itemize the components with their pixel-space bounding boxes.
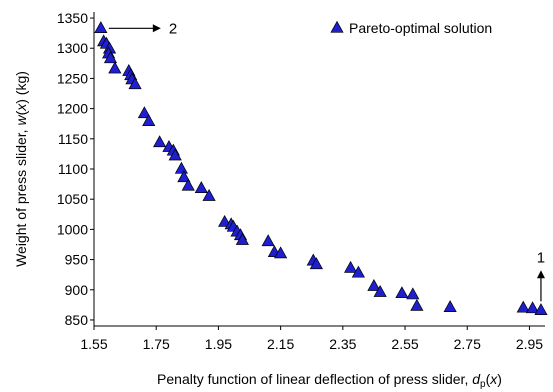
y-axis-ticks: 850 900 950 1000 1050 1100 1150 1200 1250 1300 135…: [57, 10, 94, 328]
data-point: [351, 265, 365, 278]
y-axis-title: Weight of press slider, w(x) (kg): [13, 71, 29, 267]
legend-marker-triangle: [330, 20, 344, 33]
y-tick-label: 950: [65, 252, 89, 268]
data-point: [128, 77, 142, 90]
x-tick-label: 1.55: [80, 336, 107, 352]
data-point: [309, 257, 323, 270]
x-tick-label: 2.35: [329, 336, 356, 352]
data-point: [94, 21, 108, 33]
annotation-label: 2: [169, 20, 177, 37]
y-axis-title-close: ) (kg): [13, 71, 29, 104]
x-axis-title-sub: p: [480, 379, 486, 390]
data-point: [142, 114, 156, 126]
data-point: [443, 300, 457, 312]
x-tick-label: 2.55: [391, 336, 418, 352]
y-tick-label: 850: [65, 312, 89, 328]
data-point: [373, 284, 387, 297]
x-tick-label: 2.15: [267, 336, 294, 352]
y-axis-title-var: w: [13, 115, 29, 126]
x-axis-title: Penalty function of linear deflection of…: [157, 371, 502, 390]
legend-label: Pareto-optimal solution: [349, 20, 492, 36]
y-tick-label: 900: [65, 282, 89, 298]
x-axis-title-var: d: [472, 371, 481, 387]
data-points: [94, 21, 548, 315]
y-tick-label: 1250: [57, 70, 88, 86]
data-point: [344, 260, 358, 273]
data-point: [103, 51, 118, 64]
data-point: [194, 181, 208, 193]
data-point: [395, 286, 409, 299]
y-tick-label: 1350: [57, 10, 88, 26]
x-axis-title-close: ): [497, 371, 502, 387]
data-point: [153, 135, 167, 148]
data-point: [235, 233, 249, 245]
x-tick-label: 2.95: [516, 336, 543, 352]
x-tick-label: 2.75: [454, 336, 481, 352]
data-point: [181, 178, 195, 191]
data-point: [534, 303, 548, 315]
data-point: [168, 148, 182, 161]
annotations: 21: [108, 20, 545, 302]
data-point: [406, 287, 420, 300]
y-tick-label: 1300: [57, 40, 88, 56]
data-point: [108, 61, 122, 74]
x-axis-title-open: (: [486, 371, 491, 387]
annotation-arrow-head: [152, 24, 161, 33]
data-point: [137, 106, 151, 119]
x-tick-label: 1.75: [143, 336, 170, 352]
annotation-label: 1: [537, 249, 545, 266]
y-tick-label: 1200: [57, 101, 88, 117]
x-axis-ticks: 1.55 1.75 1.95 2.15 2.35 2.55 2.75 2.95: [80, 326, 543, 352]
data-point: [516, 300, 530, 313]
y-axis-title-arg: x: [13, 103, 29, 112]
y-tick-label: 1150: [58, 131, 88, 147]
y-tick-label: 1050: [57, 191, 88, 207]
data-point: [525, 301, 540, 314]
data-point: [177, 170, 191, 183]
data-point: [274, 246, 288, 259]
data-point: [410, 298, 424, 311]
y-axis-title-open: (: [13, 110, 29, 115]
annotation-arrow-head: [536, 270, 545, 279]
data-point: [174, 161, 188, 174]
legend: Pareto-optimal solution: [330, 20, 492, 36]
x-tick-label: 1.95: [205, 336, 232, 352]
data-point: [261, 234, 275, 247]
y-tick-label: 1100: [58, 161, 88, 177]
x-axis-title-arg: x: [489, 371, 498, 387]
y-tick-label: 1000: [57, 221, 88, 237]
y-axis-title-prefix: Weight of press slider,: [13, 126, 29, 267]
x-axis-title-prefix: Penalty function of linear deflection of…: [157, 371, 472, 387]
plot-axes: [93, 12, 545, 327]
data-point: [202, 188, 216, 201]
data-point: [367, 278, 381, 291]
